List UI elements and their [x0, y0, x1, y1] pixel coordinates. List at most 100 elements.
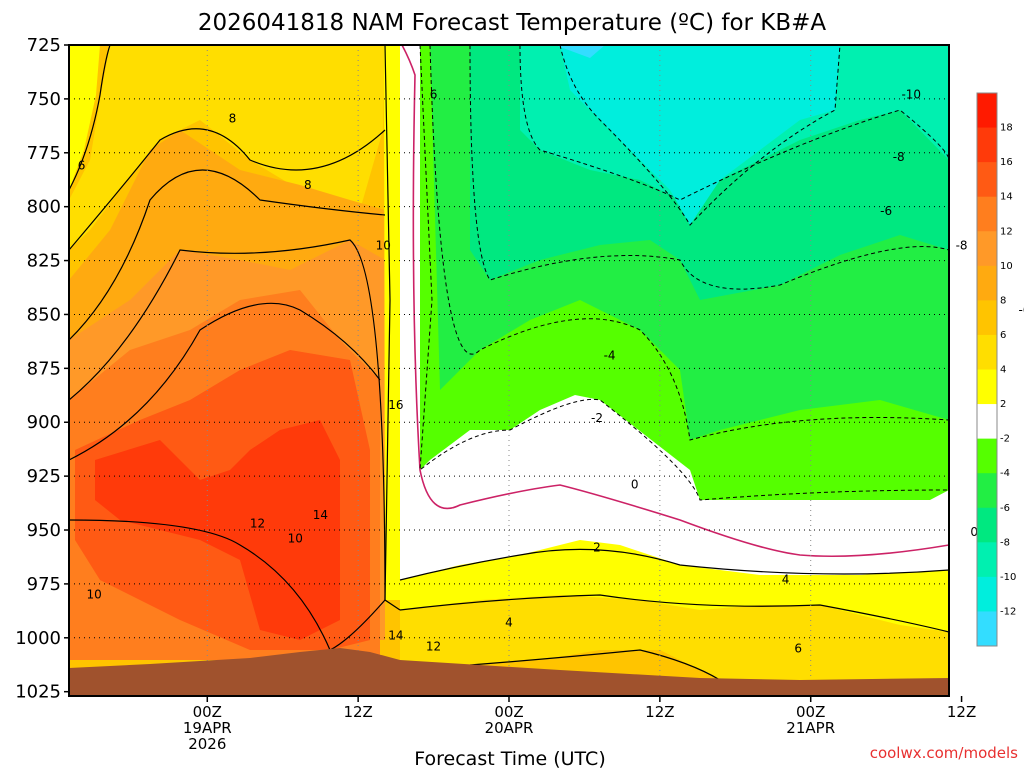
chart-title: 2026041818 NAM Forecast Temperature (ºC)…	[198, 10, 827, 36]
x-axis-label: Forecast Time (UTC)	[414, 748, 605, 768]
contour-label: 10	[376, 238, 391, 252]
y-tick-label: 1000	[15, 628, 61, 649]
colorbar-tick-label: 2	[1000, 399, 1006, 410]
y-tick-label: 725	[27, 35, 61, 56]
contour-solid-line	[69, 302, 381, 461]
y-tick-label: 1025	[15, 682, 61, 703]
contour-label: 6	[78, 159, 86, 173]
colorbar-tick-label: 10	[1000, 261, 1013, 272]
contour-label: 0	[970, 525, 978, 539]
x-tick-label: 21APR	[786, 719, 835, 737]
colorbar-segment	[977, 265, 997, 301]
y-tick-label: 975	[27, 574, 61, 595]
y-tick-label: 925	[27, 466, 61, 487]
y-tick-label: 775	[27, 143, 61, 164]
warm-region-2	[69, 45, 100, 190]
contour-solid-line	[399, 548, 949, 581]
colorbar-tick-label: -10	[1000, 572, 1016, 583]
contour-label: -10	[901, 88, 921, 102]
x-tick-label: 20APR	[485, 719, 534, 737]
contour-solid-line	[69, 239, 386, 601]
x-tick-label: 00Z	[193, 703, 222, 721]
colorbar: 18 16 14 12 10 8 6 4 2 -2 -4 -6 -8 -10 -12	[976, 92, 1016, 647]
x-tick-label: 19APR	[183, 719, 232, 737]
y-tick-label: 750	[27, 89, 61, 110]
colorbar-tick-label: 8	[1000, 295, 1006, 306]
contour-label: 14	[313, 508, 328, 522]
cold-region-minus-10	[560, 45, 840, 225]
contour-label: 10	[87, 588, 102, 602]
contour-label: 10	[288, 532, 303, 546]
colorbar-segment	[977, 369, 997, 405]
contour-label: 6	[794, 642, 802, 656]
contour-solid-line	[469, 649, 721, 681]
y-tick-label: 950	[27, 520, 61, 541]
colorbar-segment	[977, 438, 997, 474]
contour-label: 6	[430, 88, 438, 102]
contour-solid-line	[69, 519, 386, 651]
warm-region-4	[69, 45, 385, 250]
colorbar-segment	[977, 473, 997, 509]
contour-label: 12	[426, 639, 441, 653]
contour-solid-line	[399, 594, 949, 633]
terrain-ground	[69, 648, 949, 696]
contour-dashed-line	[559, 45, 841, 226]
x-tick-label: 12Z	[645, 703, 674, 721]
y-tick-label: 875	[27, 358, 61, 379]
colorbar-segment	[977, 300, 997, 336]
colorbar-segment	[977, 231, 997, 267]
contour-label: 8	[229, 111, 237, 125]
cold-region-minus-12	[555, 45, 605, 58]
temperature-fill-layer	[69, 45, 949, 696]
contour-label: 12	[250, 517, 265, 531]
colorbar-segment	[977, 404, 997, 440]
contour-solid-line	[384, 45, 401, 611]
colorbar-segment	[977, 334, 997, 370]
contour-label: 8	[304, 178, 312, 192]
colorbar-segment	[977, 611, 997, 647]
contour-label: -2	[591, 411, 603, 425]
contour-label: 16	[388, 398, 403, 412]
credit-text: coolwx.com/models	[870, 744, 1018, 762]
contour-label: 4	[782, 573, 790, 587]
y-tick-label: 850	[27, 304, 61, 325]
contour-line-layer	[69, 45, 949, 681]
y-tick-label: 800	[27, 197, 61, 218]
colorbar-segment	[977, 196, 997, 232]
colorbar-tick-label: -8	[1000, 537, 1010, 548]
contour-solid-line	[69, 128, 386, 251]
y-axis: 725 750 775 800 825 850 875 900 925 950 975 1000 102…	[15, 35, 69, 703]
colorbar-frame	[976, 92, 998, 647]
colorbar-tick-label: -12	[1000, 606, 1016, 617]
x-tick-label: 00Z	[494, 703, 523, 721]
contour-label: -4	[604, 348, 616, 362]
terrain-layer	[69, 648, 949, 696]
contour-zero-line	[401, 45, 949, 558]
contour-dashed-line	[519, 45, 949, 201]
contour-solid-line	[69, 169, 386, 341]
colorbar-tick-label: 16	[1000, 157, 1013, 168]
colorbar-tick-label: -4	[1000, 468, 1010, 479]
contour-label: -8	[956, 238, 968, 252]
contour-label: 2	[593, 540, 601, 554]
x-tick-label: 2026	[188, 735, 226, 753]
warm-region-16	[95, 420, 340, 640]
colorbar-segment	[977, 127, 997, 163]
x-tick-label: 12Z	[947, 703, 976, 721]
colorbar-tick-label: -2	[1000, 434, 1010, 445]
colorbar-segment	[977, 162, 997, 198]
contour-label-layer: -10-8-8-6-6-4-4-2-2002244466688101010121…	[78, 88, 1024, 656]
colorbar-tick-label: -6	[1000, 503, 1010, 514]
contour-dashed-line	[419, 45, 949, 501]
x-tick-label: 00Z	[796, 703, 825, 721]
y-tick-label: 825	[27, 251, 61, 272]
colorbar-segment	[977, 507, 997, 543]
colorbar-tick-label: 12	[1000, 226, 1013, 237]
colorbar-tick-label: 18	[1000, 123, 1013, 134]
x-axis: 00Z19APR202612Z00Z20APR12Z00Z21APR12Z00Z…	[183, 696, 976, 753]
colorbar-tick-label: 4	[1000, 365, 1006, 376]
contour-label: -6	[880, 204, 892, 218]
y-tick-label: 900	[27, 412, 61, 433]
contour-label: 14	[388, 629, 403, 643]
